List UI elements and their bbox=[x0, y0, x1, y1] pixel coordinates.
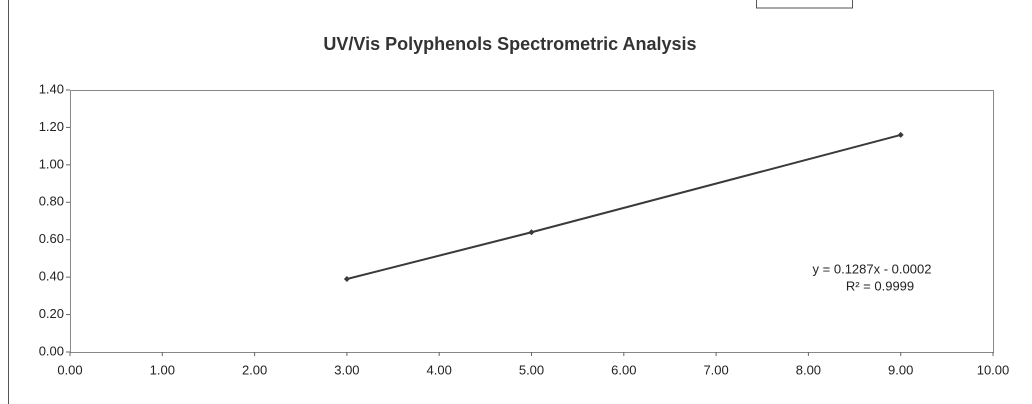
y-tick-label: 1.40 bbox=[39, 81, 64, 96]
r-squared: R² = 0.9999 bbox=[846, 278, 914, 293]
chart-title: UV/Vis Polyphenols Spectrometric Analysi… bbox=[323, 34, 696, 54]
x-tick-label: 1.00 bbox=[150, 362, 175, 377]
x-tick-label: 3.00 bbox=[334, 362, 359, 377]
data-point bbox=[528, 229, 535, 236]
x-tick-label: 10.00 bbox=[977, 362, 1010, 377]
x-tick-label: 8.00 bbox=[796, 362, 821, 377]
y-tick-label: 0.40 bbox=[39, 269, 64, 284]
y-tick-label: 0.60 bbox=[39, 231, 64, 246]
x-tick-label: 5.00 bbox=[519, 362, 544, 377]
data-point bbox=[897, 131, 904, 138]
x-tick-label: 0.00 bbox=[57, 362, 82, 377]
y-tick-label: 1.00 bbox=[39, 156, 64, 171]
trendline-equation: y = 0.1287x - 0.0002 bbox=[813, 261, 932, 276]
x-tick-label: 7.00 bbox=[703, 362, 728, 377]
data-point bbox=[343, 276, 350, 283]
x-tick-label: 2.00 bbox=[242, 362, 267, 377]
y-tick-label: 0.00 bbox=[39, 343, 64, 358]
y-tick-label: 1.20 bbox=[39, 119, 64, 134]
plot-area bbox=[70, 90, 994, 353]
x-tick-label: 6.00 bbox=[611, 362, 636, 377]
x-tick-label: 4.00 bbox=[427, 362, 452, 377]
y-tick-label: 0.80 bbox=[39, 194, 64, 209]
y-tick-label: 0.20 bbox=[39, 306, 64, 321]
chart-border bbox=[8, 0, 9, 404]
series-line bbox=[346, 133, 901, 280]
x-tick-label: 9.00 bbox=[888, 362, 913, 377]
cell-box bbox=[756, 0, 853, 9]
